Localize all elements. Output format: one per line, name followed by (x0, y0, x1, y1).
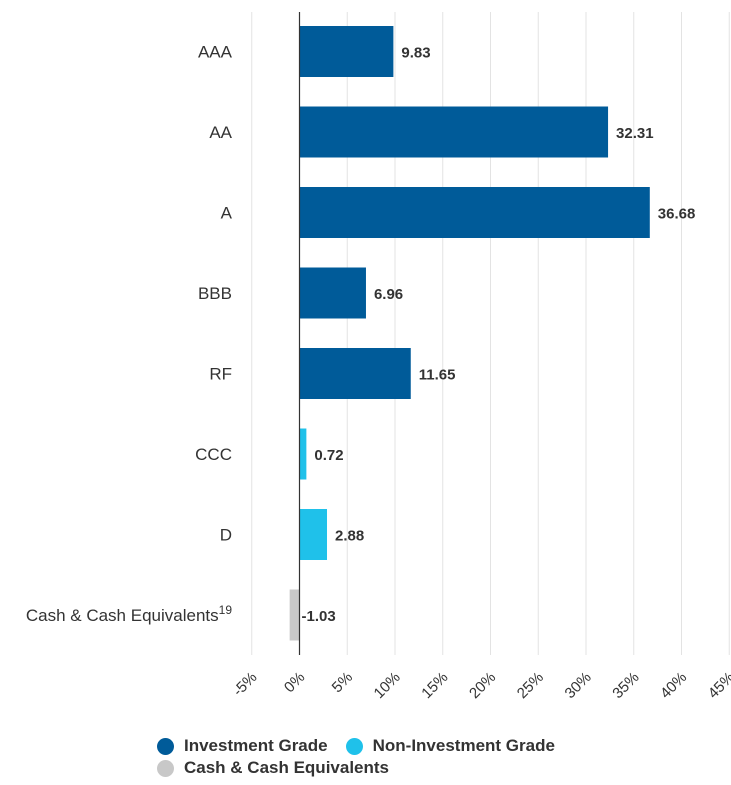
category-label-text: BBB (198, 284, 232, 303)
value-label: -1.03 (302, 608, 336, 625)
value-label: 2.88 (335, 528, 364, 545)
x-tick-label: 0% (281, 669, 308, 696)
legend-item-cash: Cash & Cash Equivalents (157, 758, 389, 778)
bar (299, 26, 394, 77)
bar (299, 509, 328, 560)
category-label: RF (209, 365, 232, 384)
legend-label-cash: Cash & Cash Equivalents (184, 758, 390, 777)
category-label-text: CCC (195, 445, 232, 464)
legend-item-investment-grade: Investment Grade (157, 736, 328, 756)
x-tick-label: 30% (562, 669, 595, 702)
x-tick-label: 10% (371, 669, 404, 702)
bar (299, 428, 307, 480)
category-superscript: 19 (219, 603, 233, 617)
x-tick-label: 40% (657, 669, 690, 702)
bar (299, 187, 650, 238)
value-label: 11.65 (419, 367, 456, 384)
category-label-text: A (221, 204, 233, 223)
x-tick-label: 5% (329, 669, 356, 696)
category-label-text: AA (209, 123, 232, 142)
value-labels: 9.83 32.31 36.68 6.96 11.65 0.72 2.88 -1.03 (302, 45, 696, 626)
legend-swatch-non-investment-grade (345, 737, 363, 755)
category-label-text: Cash & Cash Equivalents (26, 606, 219, 625)
x-tick-label: 25% (514, 669, 547, 702)
value-label: 0.72 (314, 447, 343, 464)
legend-label-investment-grade: Investment Grade (184, 736, 328, 755)
legend-row-1: Investment Grade Non-Investment Grade (157, 736, 573, 756)
x-tick-label: 35% (609, 669, 642, 702)
bar (299, 106, 609, 158)
value-label: 36.68 (658, 206, 696, 223)
category-label: A (221, 204, 233, 223)
x-tick-label: -5% (230, 669, 261, 700)
category-label-text: D (220, 526, 232, 545)
value-label: 32.31 (616, 125, 654, 142)
legend-item-non-investment-grade: Non-Investment Grade (345, 736, 555, 756)
category-label: AA (209, 123, 232, 142)
value-label: 6.96 (374, 286, 403, 303)
bar (299, 267, 366, 319)
value-label: 9.83 (401, 45, 430, 62)
legend-swatch-cash (157, 759, 174, 777)
x-tick-label: 45% (705, 669, 731, 702)
category-label-text: RF (209, 365, 232, 384)
x-tick-label: 15% (418, 669, 451, 702)
x-tick-labels: -5% 0% 5% 10% 15% 20% 25% 30% 35% 40% 45% (230, 669, 731, 702)
category-label: BBB (198, 284, 232, 303)
category-label: D (220, 526, 232, 545)
legend-row-2: Cash & Cash Equivalents (157, 758, 407, 778)
bars (289, 26, 650, 641)
category-label: Cash & Cash Equivalents19 (26, 603, 232, 625)
category-label: CCC (195, 445, 232, 464)
x-tick-label: 20% (466, 669, 499, 702)
category-label-text: AAA (198, 43, 233, 62)
category-label: AAA (198, 43, 233, 62)
legend-label-non-investment-grade: Non-Investment Grade (372, 736, 555, 755)
bar (299, 348, 411, 399)
bar (289, 589, 300, 641)
legend-swatch-investment-grade (157, 737, 174, 755)
